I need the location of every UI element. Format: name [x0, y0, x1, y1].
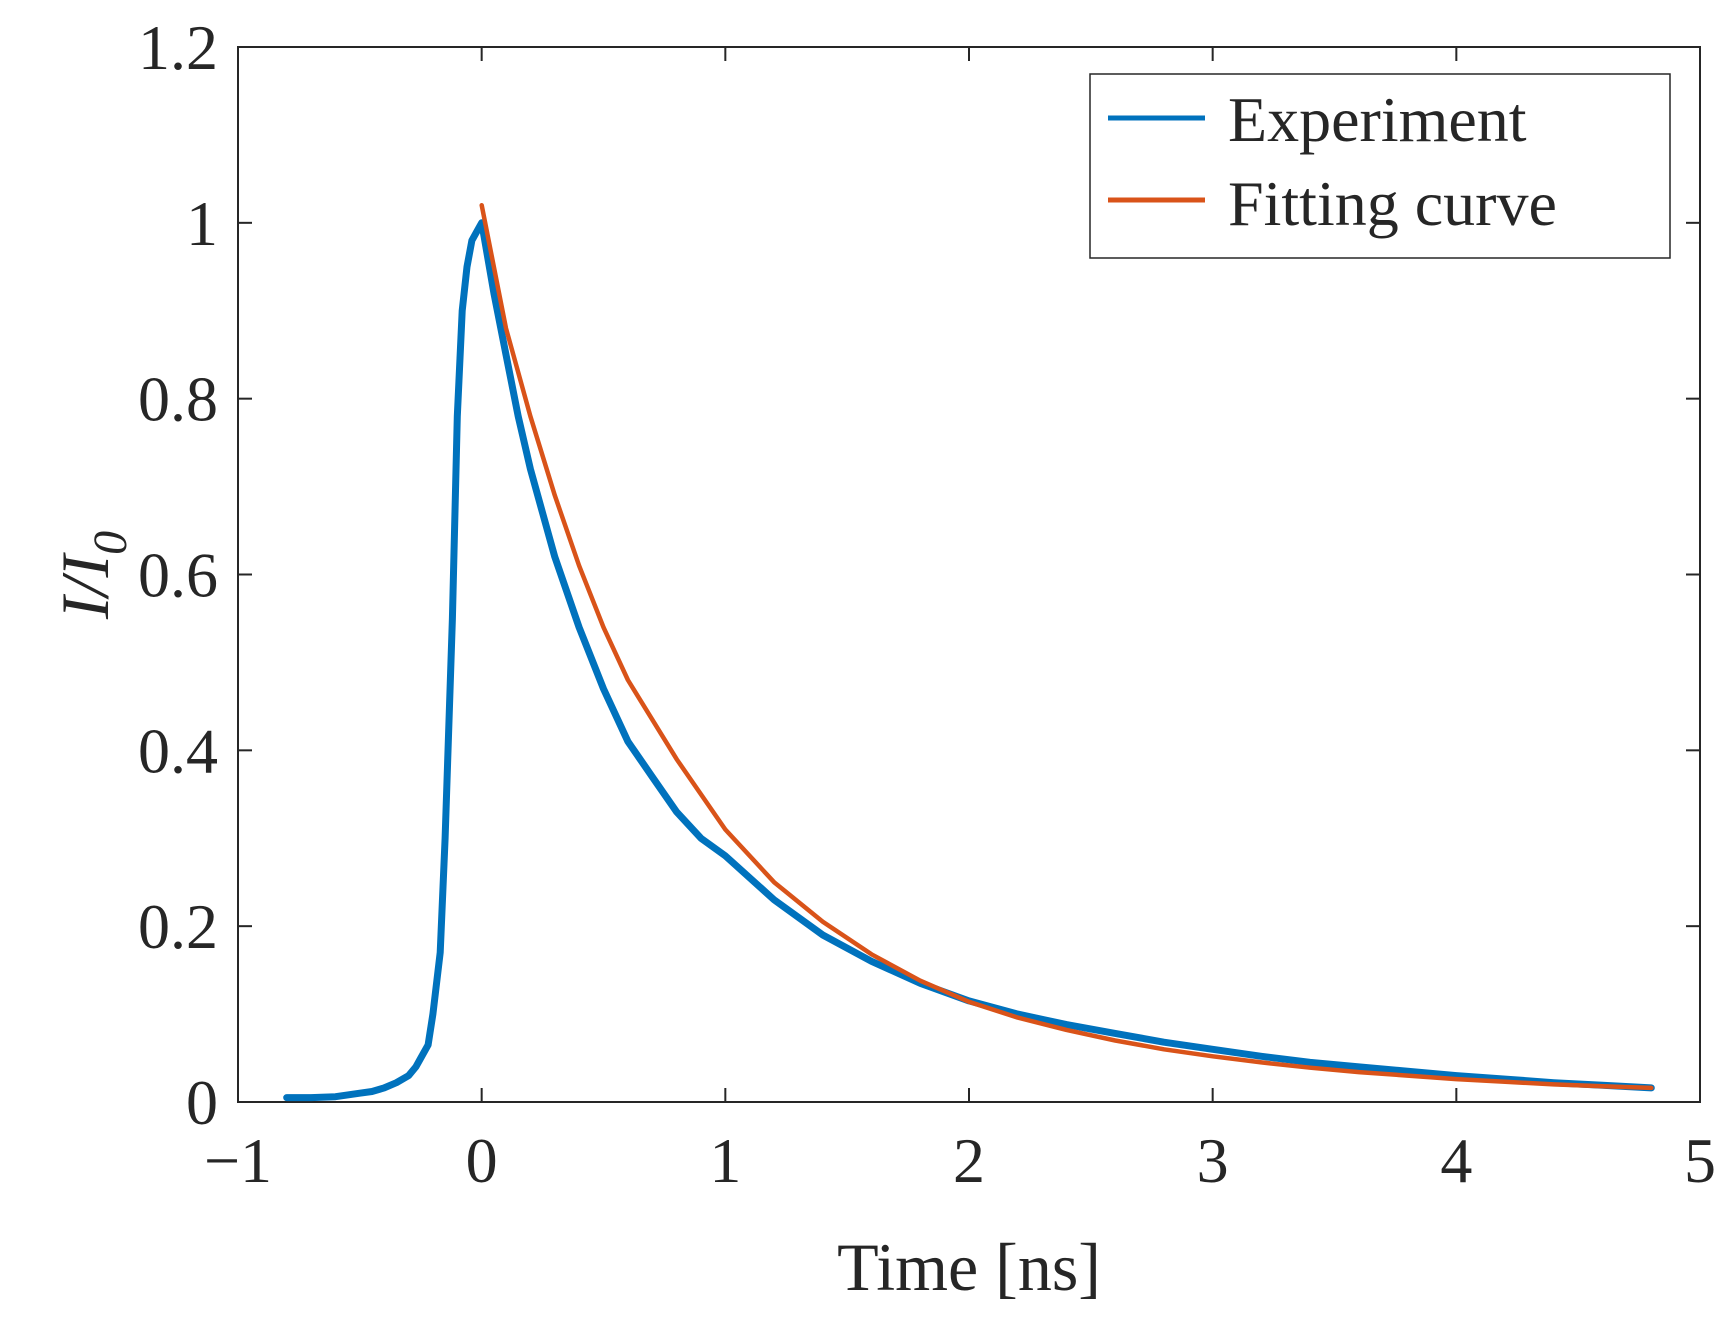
- x-axis-label: Time [ns]: [837, 1229, 1101, 1305]
- y-tick-label-5: 1: [186, 188, 218, 259]
- x-tick-label-1: 0: [466, 1125, 498, 1196]
- y-tick-label-3: 0.6: [138, 540, 218, 611]
- data-series: [283, 202, 1655, 1102]
- legend-box: [1089, 73, 1671, 259]
- legend: Experiment Fitting curve: [1089, 73, 1671, 259]
- legend-label-fitting-curve: Fitting curve: [1228, 168, 1557, 239]
- tick-labels: −1 0 1 2 3 4 500.20.40.60.811.2: [138, 12, 1716, 1196]
- y-tick-label-1: 0.2: [138, 891, 218, 962]
- y-axis-label-main: I/I: [47, 552, 123, 621]
- series-line-fitting-curve: [479, 202, 1654, 1091]
- series-line-experiment: [283, 219, 1655, 1102]
- x-tick-label-3: 2: [953, 1125, 985, 1196]
- y-tick-label-4: 0.8: [138, 364, 218, 435]
- x-tick-label-5: 4: [1440, 1125, 1472, 1196]
- legend-label-experiment: Experiment: [1228, 84, 1527, 155]
- x-tick-label-2: 1: [709, 1125, 741, 1196]
- y-axis-label: I/I0: [47, 531, 137, 620]
- x-tick-label-0: −1: [204, 1125, 272, 1196]
- y-axis-label-subscript: 0: [84, 531, 137, 555]
- axis-ticks: [237, 46, 1701, 1103]
- y-tick-label-0: 0: [186, 1067, 218, 1138]
- y-tick-label-2: 0.4: [138, 715, 218, 786]
- x-tick-label-4: 3: [1197, 1125, 1229, 1196]
- x-tick-label-6: 5: [1684, 1125, 1716, 1196]
- y-tick-label-6: 1.2: [138, 12, 218, 83]
